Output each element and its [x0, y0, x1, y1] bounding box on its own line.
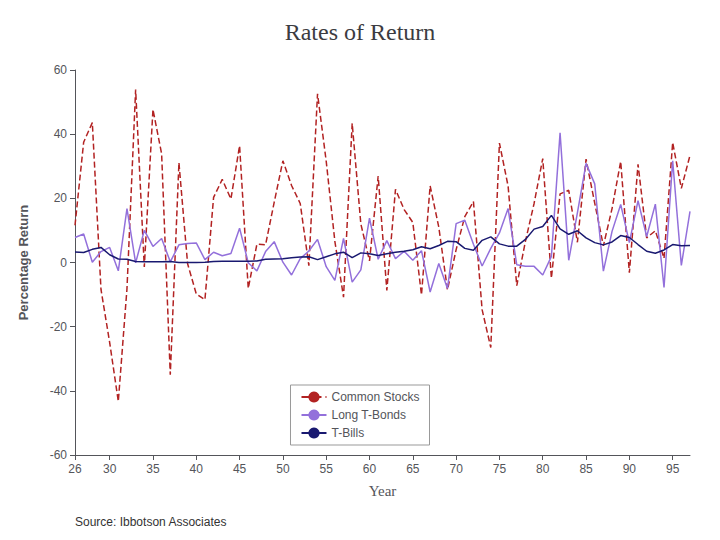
svg-text:45: 45: [233, 462, 247, 476]
svg-text:30: 30: [103, 462, 117, 476]
svg-text:90: 90: [623, 462, 637, 476]
svg-text:65: 65: [406, 462, 420, 476]
svg-text:60: 60: [363, 462, 377, 476]
svg-text:Rates of Return: Rates of Return: [285, 19, 436, 45]
svg-text:Source: Ibbotson Associates: Source: Ibbotson Associates: [75, 515, 226, 529]
svg-text:75: 75: [493, 462, 507, 476]
svg-text:-40: -40: [50, 384, 68, 398]
svg-text:50: 50: [276, 462, 290, 476]
svg-text:80: 80: [536, 462, 550, 476]
svg-text:-20: -20: [50, 320, 68, 334]
svg-text:20: 20: [54, 191, 68, 205]
svg-text:Year: Year: [369, 483, 397, 499]
svg-text:-60: -60: [50, 448, 68, 462]
svg-text:Long T-Bonds: Long T-Bonds: [331, 408, 406, 422]
svg-text:Percentage Return: Percentage Return: [16, 205, 31, 321]
svg-text:40: 40: [190, 462, 204, 476]
svg-text:26: 26: [68, 462, 82, 476]
svg-text:T-Bills: T-Bills: [331, 426, 364, 440]
svg-text:60: 60: [54, 63, 68, 77]
svg-text:Common Stocks: Common Stocks: [331, 390, 419, 404]
svg-text:70: 70: [449, 462, 463, 476]
svg-text:55: 55: [320, 462, 334, 476]
svg-text:0: 0: [60, 256, 67, 270]
svg-text:95: 95: [666, 462, 680, 476]
svg-text:35: 35: [146, 462, 160, 476]
svg-text:85: 85: [579, 462, 593, 476]
svg-text:40: 40: [54, 127, 68, 141]
